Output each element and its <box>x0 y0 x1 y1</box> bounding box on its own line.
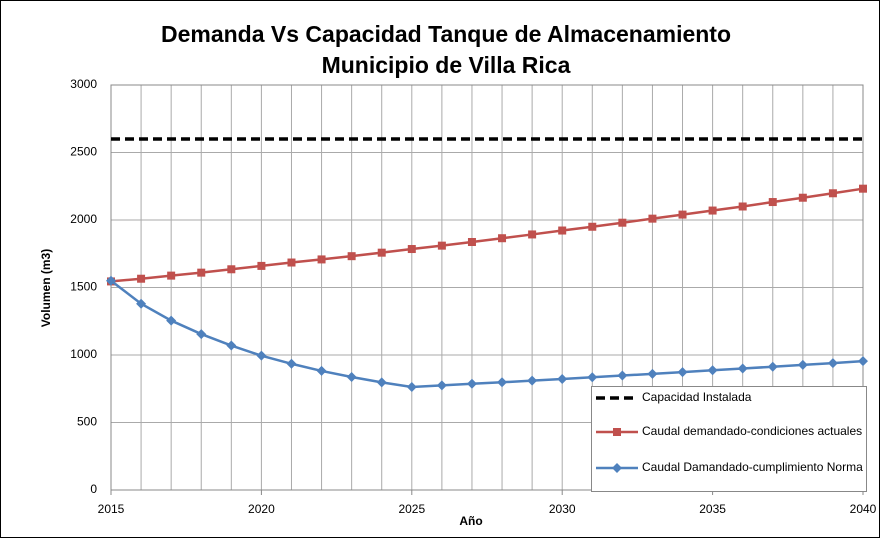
marker <box>737 363 748 374</box>
marker <box>137 274 146 283</box>
marker <box>557 374 568 385</box>
marker <box>466 378 477 389</box>
marker <box>738 202 747 211</box>
legend-icon <box>596 428 638 436</box>
chart-title: Demanda Vs Capacidad Tanque de Almacenam… <box>161 21 731 47</box>
marker <box>707 365 718 376</box>
marker <box>347 252 356 261</box>
y-tick-label: 2500 <box>70 145 97 159</box>
marker <box>768 198 777 207</box>
marker <box>767 361 778 372</box>
x-tick-label: 2015 <box>98 502 125 516</box>
marker <box>227 265 236 274</box>
marker <box>317 255 326 264</box>
marker <box>618 218 627 227</box>
x-tick-label: 2035 <box>699 502 726 516</box>
marker <box>647 368 658 379</box>
series-line <box>110 187 864 283</box>
legend-label: Caudal demandado-condiciones actuales <box>642 424 863 438</box>
marker <box>828 189 837 198</box>
marker <box>677 367 688 378</box>
legend-marker <box>613 428 621 436</box>
marker <box>287 258 296 267</box>
y-tick-label: 1500 <box>70 280 97 294</box>
marker <box>436 380 447 391</box>
y-tick-label: 1000 <box>70 347 97 361</box>
x-tick-label: 2040 <box>850 502 877 516</box>
marker <box>197 268 206 277</box>
y-tick-label: 0 <box>90 482 97 496</box>
marker <box>166 315 177 326</box>
x-tick-label: 2020 <box>248 502 275 516</box>
x-tick-label: 2025 <box>398 502 425 516</box>
marker <box>497 377 508 388</box>
y-axis-label: Volumen (m3) <box>39 249 53 327</box>
marker <box>467 238 476 247</box>
marker <box>797 359 808 370</box>
marker <box>257 261 266 270</box>
marker <box>527 375 538 386</box>
marker <box>256 350 267 361</box>
x-tick-label: 2030 <box>549 502 576 516</box>
marker <box>859 184 867 193</box>
marker <box>226 340 237 351</box>
marker <box>346 372 357 383</box>
plot-frame <box>110 84 864 491</box>
marker <box>377 248 386 257</box>
chart-subtitle: Municipio de Villa Rica <box>322 52 571 78</box>
marker <box>407 245 416 254</box>
y-tick-label: 3000 <box>70 77 97 91</box>
marker <box>136 298 147 309</box>
legend-icon <box>596 463 638 473</box>
series-line <box>110 279 864 389</box>
legend-label: Caudal Damandado-cumplimiento Norma <box>642 460 863 474</box>
legend-label: Capacidad Instalada <box>642 390 752 404</box>
marker <box>196 329 207 340</box>
x-axis-label: Año <box>459 514 482 528</box>
marker <box>798 193 807 202</box>
marker <box>617 370 628 381</box>
marker <box>587 372 598 383</box>
marker <box>528 230 537 239</box>
marker <box>588 222 597 231</box>
marker <box>167 271 176 280</box>
legend-marker <box>612 463 622 473</box>
marker <box>376 377 387 388</box>
marker <box>437 241 446 250</box>
marker <box>858 356 868 367</box>
marker <box>648 214 657 223</box>
marker <box>286 358 297 369</box>
marker <box>827 358 838 369</box>
marker <box>498 234 507 243</box>
marker <box>708 206 717 215</box>
y-tick-label: 500 <box>77 415 97 429</box>
marker <box>558 226 567 235</box>
y-tick-label: 2000 <box>70 212 97 226</box>
legend: Capacidad Instalada Caudal demandado-cond… <box>591 386 867 492</box>
legend-icon <box>596 396 638 400</box>
marker <box>406 381 417 392</box>
marker <box>106 275 116 286</box>
marker <box>316 365 327 376</box>
marker <box>678 210 687 219</box>
